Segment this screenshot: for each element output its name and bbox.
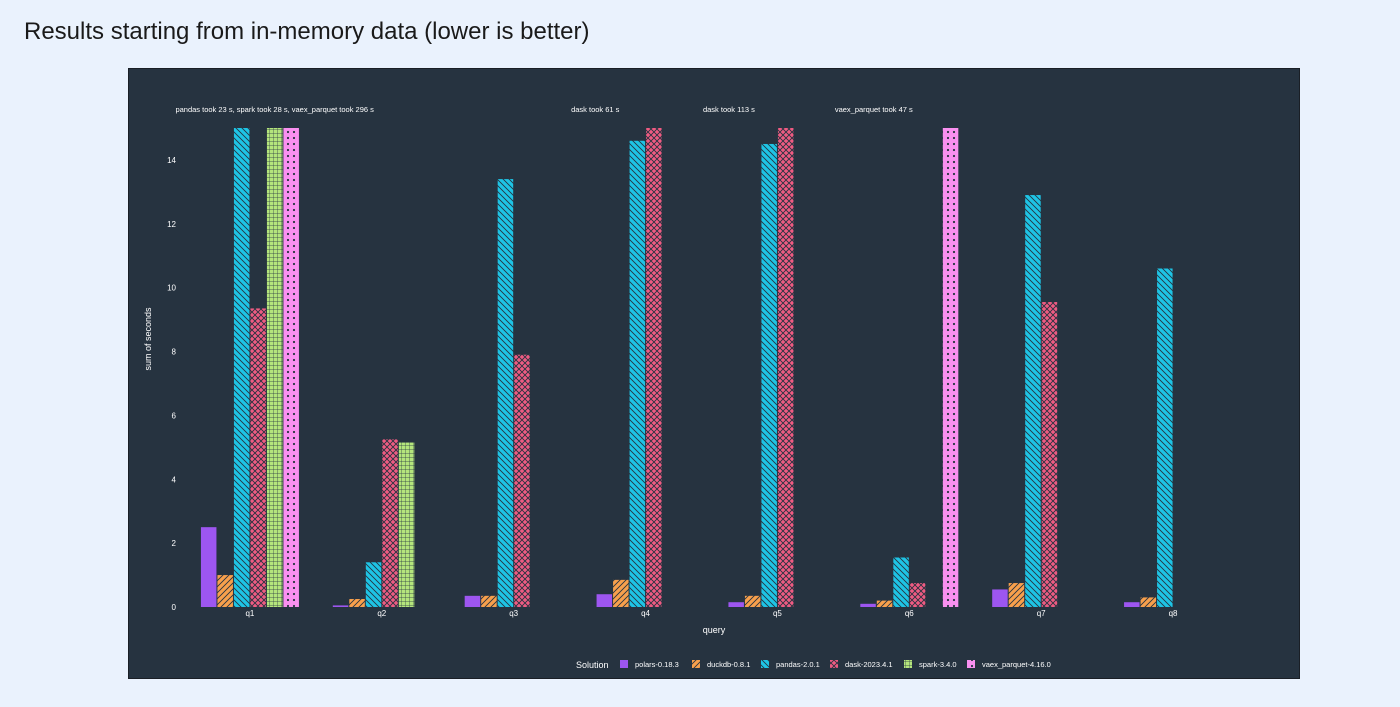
bar-duckdb-0.8.1-q3[interactable] [481,595,497,607]
annotation-q5: dask took 113 s [703,105,755,114]
x-tick-label: q6 [905,609,914,618]
bar-pandas-2.0.1-q4[interactable] [629,140,646,608]
legend-item-polars-0.18.3[interactable]: polars-0.18.3 [635,660,679,669]
bar-pandas-2.0.1-q8[interactable] [1157,268,1173,607]
legend-item-pandas-2.0.1[interactable]: pandas-2.0.1 [776,660,820,669]
bar-spark-3.4.0-q2[interactable] [398,442,415,607]
bar-dask-2023.4.1-q6[interactable] [909,583,926,607]
annotation-q6: vaex_parquet took 47 s [835,105,913,114]
bar-pandas-2.0.1-q6[interactable] [893,557,909,607]
bar-duckdb-0.8.1-q8[interactable] [1140,597,1157,607]
bar-duckdb-0.8.1-q1[interactable] [217,575,233,607]
bar-dask-2023.4.1-q2[interactable] [382,439,398,607]
y-tick-label: 2 [172,539,177,548]
y-tick-label: 14 [167,156,176,165]
bar-polars-0.18.3-q5[interactable] [728,602,744,607]
x-tick-label: q1 [245,609,254,618]
legend-title: Solution [576,660,609,670]
legend-swatch-duckdb-0.8.1[interactable] [692,660,700,668]
annotation-q1: pandas took 23 s, spark took 28 s, vaex_… [175,105,374,114]
bar-polars-0.18.3-q7[interactable] [992,589,1008,607]
y-tick-label: 6 [172,411,177,420]
bar-duckdb-0.8.1-q5[interactable] [744,595,761,607]
bar-polars-0.18.3-q3[interactable] [464,595,481,607]
legend-swatch-dask-2023.4.1[interactable] [830,660,838,668]
y-axis-ticks: 0 2 4 6 8 10 12 14 [167,156,176,612]
x-axis-ticks: q1 q2 q3 q4 q5 q6 q7 q8 [245,609,1178,618]
x-axis-label: query [703,625,726,635]
x-tick-label: q8 [1169,609,1178,618]
bar-polars-0.18.3-q4[interactable] [596,594,613,607]
bar-dask-2023.4.1-q4[interactable] [646,128,662,607]
y-tick-label: 8 [172,348,177,357]
legend-item-vaex_parquet-4.16.0[interactable]: vaex_parquet-4.16.0 [982,660,1051,669]
bar-polars-0.18.3-q1[interactable] [200,527,217,607]
legend-swatch-pandas-2.0.1[interactable] [761,660,769,668]
bar-polars-0.18.3-q8[interactable] [1124,602,1140,607]
annotation-q4: dask took 61 s [571,105,620,114]
y-tick-label: 4 [172,475,177,484]
bar-duckdb-0.8.1-q7[interactable] [1008,583,1025,607]
bar-dask-2023.4.1-q3[interactable] [514,354,530,607]
bar-duckdb-0.8.1-q2[interactable] [349,599,365,607]
legend-item-dask-2023.4.1[interactable]: dask-2023.4.1 [845,660,893,669]
y-axis-label: sum of seconds [143,307,153,371]
bar-series [200,128,1173,608]
bar-dask-2023.4.1-q5[interactable] [777,128,794,607]
legend-item-duckdb-0.8.1[interactable]: duckdb-0.8.1 [707,660,750,669]
bar-dask-2023.4.1-q1[interactable] [250,308,266,607]
y-tick-label: 12 [167,220,176,229]
bar-vaex_parquet-4.16.0-q6[interactable] [942,128,959,607]
y-tick-label: 10 [167,284,176,293]
bar-duckdb-0.8.1-q4[interactable] [613,579,629,607]
legend-item-spark-3.4.0[interactable]: spark-3.4.0 [919,660,957,669]
x-tick-label: q7 [1037,609,1046,618]
bar-pandas-2.0.1-q1[interactable] [233,128,250,607]
x-tick-label: q2 [377,609,386,618]
legend-swatch-polars-0.18.3[interactable] [620,660,628,668]
bar-pandas-2.0.1-q2[interactable] [365,562,382,607]
y-tick-label: 0 [172,603,177,612]
legend-swatch-spark-3.4.0[interactable] [904,660,912,668]
bar-vaex_parquet-4.16.0-q1[interactable] [283,128,299,607]
page-title: Results starting from in-memory data (lo… [24,18,590,45]
x-tick-label: q4 [641,609,650,618]
bar-polars-0.18.3-q6[interactable] [860,603,876,607]
legend-swatch-vaex_parquet-4.16.0[interactable] [967,660,975,668]
legend: Solution polars-0.18.3 duckdb-0.8.1 pandas… [576,660,1051,670]
bar-spark-3.4.0-q1[interactable] [266,128,283,607]
bar-pandas-2.0.1-q3[interactable] [497,179,514,607]
bar-polars-0.18.3-q2[interactable] [332,605,349,607]
bar-duckdb-0.8.1-q6[interactable] [876,600,893,607]
bar-dask-2023.4.1-q7[interactable] [1041,302,1058,607]
x-tick-label: q3 [509,609,518,618]
bar-pandas-2.0.1-q7[interactable] [1025,195,1041,607]
bar-pandas-2.0.1-q5[interactable] [761,143,777,607]
chart-annotations: pandas took 23 s, spark took 28 s, vaex_… [175,105,913,114]
x-tick-label: q5 [773,609,782,618]
chart-area: sum of seconds query 0 2 4 6 8 10 12 14 q1 q2 q3 q… [128,68,1300,679]
